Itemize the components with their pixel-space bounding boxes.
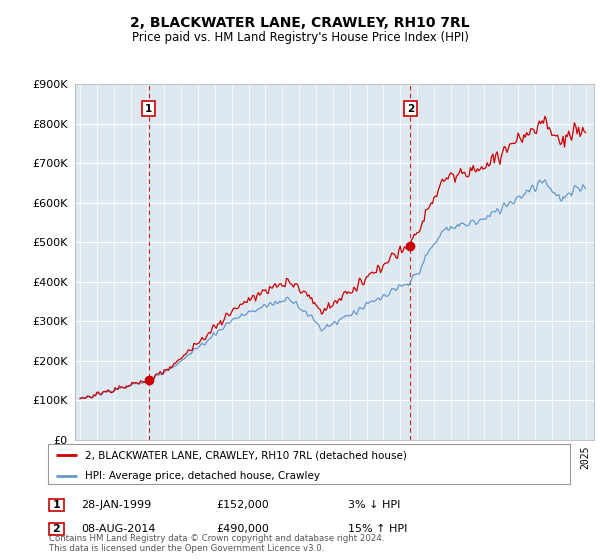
Text: £490,000: £490,000 [216, 524, 269, 534]
Text: 2: 2 [407, 104, 414, 114]
Text: 3% ↓ HPI: 3% ↓ HPI [348, 500, 400, 510]
Text: 1: 1 [145, 104, 152, 114]
Text: Contains HM Land Registry data © Crown copyright and database right 2024.
This d: Contains HM Land Registry data © Crown c… [49, 534, 385, 553]
Text: 1: 1 [53, 500, 61, 510]
Text: 28-JAN-1999: 28-JAN-1999 [81, 500, 151, 510]
Text: HPI: Average price, detached house, Crawley: HPI: Average price, detached house, Craw… [85, 470, 320, 480]
Text: 2: 2 [53, 524, 61, 534]
Text: 15% ↑ HPI: 15% ↑ HPI [348, 524, 407, 534]
Text: 08-AUG-2014: 08-AUG-2014 [81, 524, 155, 534]
Text: 2, BLACKWATER LANE, CRAWLEY, RH10 7RL (detached house): 2, BLACKWATER LANE, CRAWLEY, RH10 7RL (d… [85, 450, 406, 460]
Text: Price paid vs. HM Land Registry's House Price Index (HPI): Price paid vs. HM Land Registry's House … [131, 31, 469, 44]
Text: £152,000: £152,000 [216, 500, 269, 510]
Text: 2, BLACKWATER LANE, CRAWLEY, RH10 7RL: 2, BLACKWATER LANE, CRAWLEY, RH10 7RL [130, 16, 470, 30]
